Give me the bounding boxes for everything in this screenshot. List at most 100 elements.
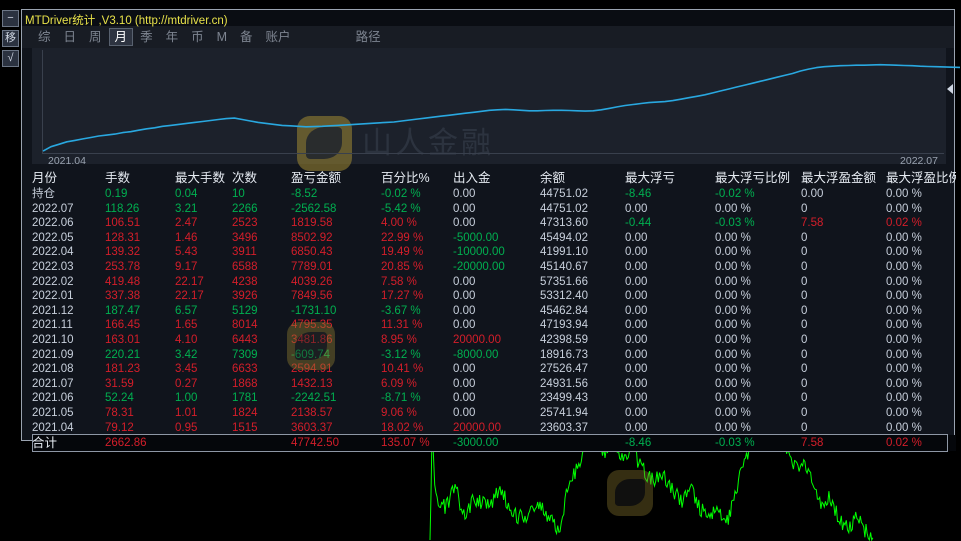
table-cell: 0.00 xyxy=(625,260,648,273)
tab-zhou[interactable]: 周 xyxy=(89,30,102,44)
table-cell: 23603.37 xyxy=(540,421,588,434)
table-cell: 0.00 % xyxy=(886,421,922,434)
table-cell: 0.00 % xyxy=(886,231,922,244)
table-cell: 0 xyxy=(801,304,808,317)
window-title: MTDriver统计 ,V3.10 (http://mtdriver.cn) xyxy=(25,15,228,27)
table-row[interactable]: 2021.12 187.47 6.57 5129 -1731.10 -3.67 % 0.00… xyxy=(32,304,956,319)
chart-scroll-handle[interactable] xyxy=(947,84,953,94)
table-row[interactable]: 2022.07 118.26 3.21 2266 -2562.58 -5.42 % 0.00… xyxy=(32,202,956,217)
table-cell: 0 xyxy=(801,260,808,273)
table-cell: 22.17 xyxy=(175,275,204,288)
table-cell: 10.41 % xyxy=(381,363,424,376)
table-cell: 78.31 xyxy=(105,406,134,419)
table-row[interactable]: 2021.11 166.45 1.65 8014 4795.35 11.31 % 0.00 4… xyxy=(32,318,956,333)
table-cell: 19.49 % xyxy=(381,246,424,259)
table-cell: 3926 xyxy=(232,290,258,303)
window-titlebar: MTDriver统计 ,V3.10 (http://mtdriver.cn) xyxy=(22,10,954,27)
table-row[interactable]: 2021.06 52.24 1.00 1781 -2242.51 -8.71 % 0.00 2… xyxy=(32,391,956,406)
tab-nian[interactable]: 年 xyxy=(165,30,179,44)
table-cell: 2021.11 xyxy=(32,319,73,332)
tab-ji[interactable]: 季 xyxy=(140,30,153,44)
table-row[interactable]: 2021.08 181.23 3.45 6633 2594.91 10.41 % 0.00 2… xyxy=(32,362,956,377)
col-max-lots[interactable]: 最大手数 xyxy=(175,171,226,185)
col-deposit-withdraw[interactable]: 出入金 xyxy=(453,171,491,185)
table-cell: 0.00 % xyxy=(715,319,751,332)
table-row[interactable]: 2021.05 78.31 1.01 1824 2138.57 9.06 % 0.00 257… xyxy=(32,406,956,421)
path-button[interactable]: 路径 xyxy=(355,30,381,44)
table-row[interactable]: 2022.02 419.48 22.17 4238 4039.26 7.58 % 0.00 5… xyxy=(32,275,956,290)
tab-ri[interactable]: 日 xyxy=(63,30,77,44)
col-max-float-profit-pct[interactable]: 最大浮盈比例 xyxy=(886,171,956,185)
table-cell: 0.00 % xyxy=(715,246,751,259)
table-row[interactable]: 2021.10 163.01 4.10 6443 3481.86 8.95 % 20000.… xyxy=(32,333,956,348)
table-cell: -5000.00 xyxy=(453,231,499,244)
table-row[interactable]: 2022.03 253.78 9.17 6588 7789.01 20.85 % -2000… xyxy=(32,260,956,275)
table-row[interactable]: 2021.04 79.12 0.95 1515 3603.37 18.02 % 20000.… xyxy=(32,421,956,436)
table-row[interactable]: 2021.07 31.59 0.27 1868 1432.13 6.09 % 0.00 249… xyxy=(32,377,956,392)
table-cell: 0.00 xyxy=(453,406,476,419)
table-cell: 2021.09 xyxy=(32,348,74,361)
table-row[interactable]: 2022.06 106.51 2.47 2523 1819.58 4.00 % 0.00 47… xyxy=(32,216,956,231)
col-profit-loss[interactable]: 盈亏金额 xyxy=(291,171,342,185)
logo-watermark-icon-2 xyxy=(287,322,335,370)
table-cell: 8502.92 xyxy=(291,231,333,244)
table-cell: 6588 xyxy=(232,260,258,273)
table-cell: 4.00 % xyxy=(381,217,417,230)
move-button[interactable]: 移 xyxy=(2,30,19,47)
table-cell: -20000.00 xyxy=(453,260,505,273)
col-month[interactable]: 月份 xyxy=(32,171,58,185)
table-cell: 0.19 xyxy=(105,188,128,200)
col-lots[interactable]: 手数 xyxy=(105,171,131,185)
table-row[interactable]: 2022.01 337.38 22.17 3926 7849.56 17.27 % 0.00… xyxy=(32,289,956,304)
table-cell: 9.06 % xyxy=(381,406,417,419)
table-cell: -2562.58 xyxy=(291,202,337,215)
table-cell: 7309 xyxy=(232,348,258,361)
table-header-row: 月份 手数 最大手数 次数 盈亏金额 百分比% 出入金 余额 最大浮亏 最大浮亏… xyxy=(32,170,956,187)
table-cell: 0.00 xyxy=(453,202,476,215)
col-percent[interactable]: 百分比% xyxy=(381,171,430,185)
total-cell: 7.58 xyxy=(801,437,824,450)
table-row[interactable]: 持仓 0.19 0.04 10 -8.52 -0.02 % 0.00 44751.02 -8.4… xyxy=(32,187,956,202)
total-cell: 合计 xyxy=(32,436,58,451)
table-cell: 128.31 xyxy=(105,231,141,244)
table-cell: 79.12 xyxy=(105,421,134,434)
col-max-float-loss[interactable]: 最大浮亏 xyxy=(625,171,676,185)
table-row[interactable]: 2021.09 220.21 3.42 7309 -609.74 -3.12 % -8000… xyxy=(32,348,956,363)
table-total-row: 合计 2662.86 47742.50 135.07 % -3000.00 -8.46 -0… xyxy=(32,435,956,452)
table-cell: 0 xyxy=(801,319,808,332)
col-max-float-loss-pct[interactable]: 最大浮亏比例 xyxy=(715,171,791,185)
table-row[interactable]: 2022.04 139.32 5.43 3911 6850.43 19.49 % -1000… xyxy=(32,245,956,260)
tab-yue[interactable]: 月 xyxy=(108,28,134,46)
table-cell: 337.38 xyxy=(105,290,141,303)
equity-chart[interactable]: 山人金融 2021.04 2022.07 xyxy=(32,48,961,171)
table-cell: 2523 xyxy=(232,217,258,230)
table-cell: 2594.91 xyxy=(291,363,333,376)
table-cell: 0.00 xyxy=(453,392,476,405)
table-cell: 0.00 % xyxy=(715,348,751,361)
check-button[interactable]: √ xyxy=(2,50,19,67)
table-cell: 0.00 % xyxy=(715,392,751,405)
table-row[interactable]: 2022.05 128.31 1.46 3496 8502.92 22.99 % -5000… xyxy=(32,231,956,246)
col-max-float-profit[interactable]: 最大浮盈金额 xyxy=(801,171,877,185)
col-count[interactable]: 次数 xyxy=(232,171,258,185)
table-cell: -2242.51 xyxy=(291,392,337,405)
tab-m[interactable]: M xyxy=(216,30,228,44)
table-cell: 0.00 % xyxy=(715,363,751,376)
table-footer: 合计 2662.86 47742.50 135.07 % -3000.00 -8.46 -0… xyxy=(32,435,956,452)
tab-bei[interactable]: 备 xyxy=(240,30,253,44)
table-cell: 3.42 xyxy=(175,348,198,361)
table-cell: 2022.07 xyxy=(32,202,74,215)
table-cell: 47313.60 xyxy=(540,217,588,230)
collapse-button[interactable]: − xyxy=(2,10,19,27)
table-cell: 24931.56 xyxy=(540,377,588,390)
tab-zhanghu[interactable]: 账户 xyxy=(265,30,291,44)
col-balance[interactable]: 余额 xyxy=(540,171,566,185)
table-cell: 11.31 % xyxy=(381,319,423,332)
table-cell: -5.42 % xyxy=(381,202,421,215)
table-cell: 1.65 xyxy=(175,319,198,332)
table-cell: 1515 xyxy=(232,421,258,434)
tab-bi[interactable]: 币 xyxy=(191,30,204,44)
statistics-window: MTDriver统计 ,V3.10 (http://mtdriver.cn) 综… xyxy=(21,9,961,516)
tab-zong[interactable]: 综 xyxy=(38,30,51,44)
